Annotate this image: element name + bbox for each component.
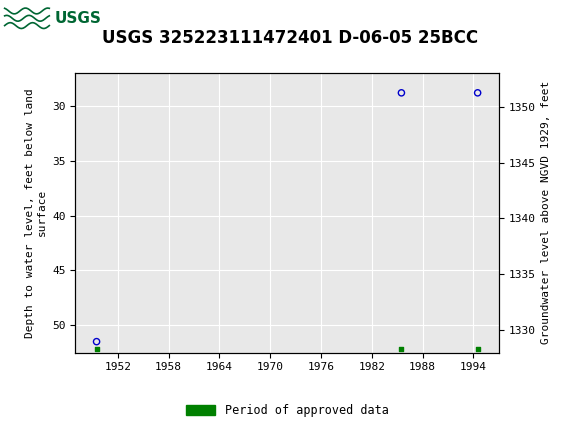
Y-axis label: Depth to water level, feet below land
surface: Depth to water level, feet below land su… <box>25 88 46 338</box>
Text: USGS 325223111472401 D-06-05 25BCC: USGS 325223111472401 D-06-05 25BCC <box>102 29 478 46</box>
Point <box>397 89 406 96</box>
Point <box>92 338 101 345</box>
Text: USGS: USGS <box>55 11 102 26</box>
Point <box>397 346 406 353</box>
Point <box>473 89 483 96</box>
Legend: Period of approved data: Period of approved data <box>181 400 393 422</box>
Y-axis label: Groundwater level above NGVD 1929, feet: Groundwater level above NGVD 1929, feet <box>541 81 551 344</box>
Point <box>473 346 483 353</box>
Point <box>92 346 101 353</box>
Bar <box>3 3 96 34</box>
